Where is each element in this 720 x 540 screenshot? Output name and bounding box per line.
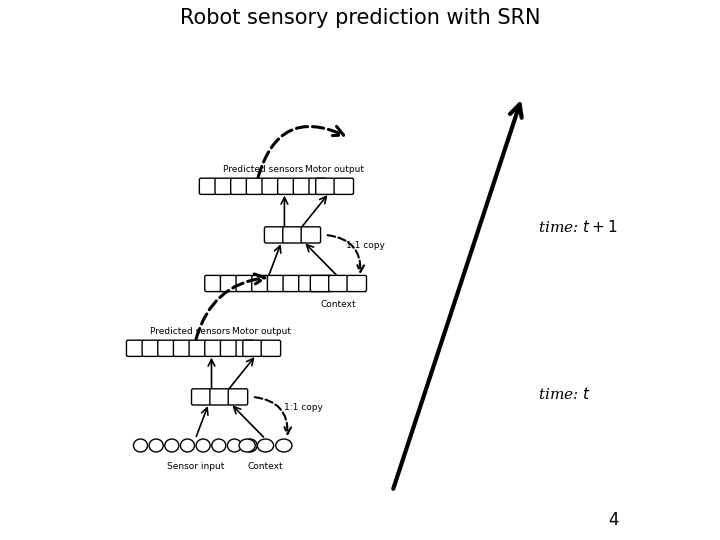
- FancyBboxPatch shape: [204, 340, 222, 356]
- Ellipse shape: [228, 439, 241, 452]
- FancyBboxPatch shape: [127, 340, 144, 356]
- FancyBboxPatch shape: [230, 178, 248, 194]
- FancyBboxPatch shape: [283, 227, 302, 243]
- FancyBboxPatch shape: [228, 389, 248, 405]
- Text: Predicted sensors: Predicted sensors: [150, 327, 230, 336]
- Text: Predicted sensors: Predicted sensors: [222, 165, 303, 174]
- Text: Context: Context: [248, 462, 283, 471]
- FancyBboxPatch shape: [204, 275, 222, 292]
- Ellipse shape: [181, 439, 194, 452]
- Text: time: $t+1$: time: $t+1$: [539, 219, 618, 235]
- FancyBboxPatch shape: [189, 340, 207, 356]
- Text: Motor output: Motor output: [305, 165, 364, 174]
- Text: 1:1 copy: 1:1 copy: [284, 403, 323, 412]
- FancyBboxPatch shape: [267, 275, 284, 292]
- FancyBboxPatch shape: [252, 275, 269, 292]
- Text: 1:1 copy: 1:1 copy: [346, 241, 385, 250]
- FancyBboxPatch shape: [262, 178, 279, 194]
- Text: 4: 4: [608, 511, 619, 529]
- Ellipse shape: [149, 439, 163, 452]
- FancyBboxPatch shape: [301, 227, 320, 243]
- FancyBboxPatch shape: [215, 178, 233, 194]
- FancyBboxPatch shape: [158, 340, 175, 356]
- Text: time: $t$: time: $t$: [539, 386, 591, 402]
- FancyBboxPatch shape: [316, 178, 335, 194]
- Ellipse shape: [258, 439, 274, 452]
- Text: Motor output: Motor output: [233, 327, 291, 336]
- FancyBboxPatch shape: [236, 275, 253, 292]
- FancyBboxPatch shape: [174, 340, 191, 356]
- FancyBboxPatch shape: [315, 275, 332, 292]
- Text: Robot sensory prediction with SRN: Robot sensory prediction with SRN: [180, 8, 540, 28]
- Ellipse shape: [196, 439, 210, 452]
- FancyBboxPatch shape: [334, 178, 354, 194]
- FancyBboxPatch shape: [199, 178, 217, 194]
- FancyBboxPatch shape: [299, 275, 316, 292]
- FancyBboxPatch shape: [283, 275, 300, 292]
- FancyBboxPatch shape: [261, 340, 281, 356]
- Ellipse shape: [239, 439, 256, 452]
- Ellipse shape: [276, 439, 292, 452]
- FancyBboxPatch shape: [220, 275, 238, 292]
- FancyBboxPatch shape: [192, 389, 211, 405]
- Ellipse shape: [165, 439, 179, 452]
- Ellipse shape: [212, 439, 226, 452]
- FancyBboxPatch shape: [278, 178, 295, 194]
- Text: Sensor input: Sensor input: [166, 462, 224, 471]
- FancyBboxPatch shape: [142, 340, 159, 356]
- FancyBboxPatch shape: [329, 275, 348, 292]
- FancyBboxPatch shape: [264, 227, 284, 243]
- Ellipse shape: [133, 439, 148, 452]
- FancyBboxPatch shape: [310, 275, 330, 292]
- FancyBboxPatch shape: [347, 275, 366, 292]
- FancyBboxPatch shape: [243, 340, 262, 356]
- Ellipse shape: [243, 439, 257, 452]
- FancyBboxPatch shape: [220, 340, 238, 356]
- FancyBboxPatch shape: [236, 340, 253, 356]
- Text: Context: Context: [320, 300, 356, 309]
- FancyBboxPatch shape: [309, 178, 326, 194]
- FancyBboxPatch shape: [246, 178, 264, 194]
- FancyBboxPatch shape: [293, 178, 310, 194]
- FancyBboxPatch shape: [210, 389, 229, 405]
